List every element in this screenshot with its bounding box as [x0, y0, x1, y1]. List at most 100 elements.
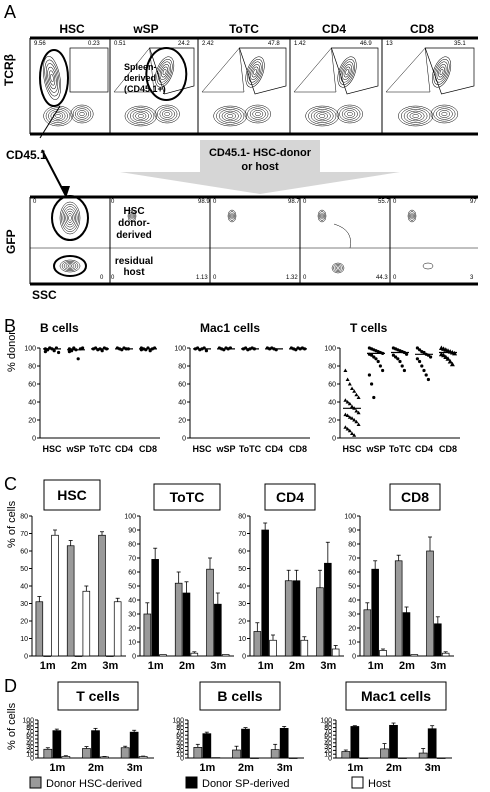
bot-num-1-bl: 0	[111, 275, 115, 281]
bar	[43, 655, 51, 657]
bar-chart-c1: ToTC 0 10 20 30 40 50 60 70 80 90 100 1m 2m 3m	[124, 483, 234, 672]
data-point	[43, 350, 48, 354]
bar	[253, 631, 262, 657]
gfp-neg-cluster-ring	[59, 259, 81, 273]
data-point	[381, 368, 385, 373]
y-tick-label: 30	[128, 612, 136, 619]
gfp-neg-cluster-ring	[61, 260, 79, 272]
y-tick-label: 60	[176, 733, 184, 740]
legend-label: Donor SP-derived	[202, 778, 289, 790]
bar	[151, 559, 159, 657]
legend-swatch	[185, 776, 198, 789]
bot-num-4-bl: 0	[393, 275, 397, 281]
gfp-pos-cluster-ring	[229, 212, 235, 220]
upper-cluster-ring	[47, 66, 57, 90]
y-tick-label: 100	[344, 514, 356, 521]
hsc-label-line1: HSC	[123, 206, 145, 217]
y-tick-label: 30	[20, 601, 28, 608]
data-point	[343, 412, 348, 417]
top-contour-plots	[39, 47, 475, 127]
chart-title: HSC	[57, 487, 87, 503]
y-tick-label: 70	[348, 556, 356, 563]
x-tick-label: 3m	[277, 762, 293, 774]
upper-cluster-ring	[343, 66, 351, 78]
bar	[380, 748, 389, 759]
y-tick-label: 90	[348, 528, 356, 535]
scatter-title: Mac1 cells	[200, 321, 260, 335]
gfp-pos-cluster-ring	[64, 208, 76, 228]
x-tick-label: HSC	[192, 444, 212, 454]
upper-cluster-ring	[438, 66, 445, 78]
x-tick-label: wSP	[65, 444, 85, 454]
y-tick-label: 50	[128, 584, 136, 591]
data-point	[343, 425, 348, 429]
bot-num-3-tl: 0	[303, 199, 307, 205]
bar	[98, 534, 106, 657]
panel-a-letter: A	[4, 2, 17, 22]
gfp-neg-cluster	[422, 262, 434, 270]
y-tick-label: 80	[328, 364, 336, 371]
gfp-pos-cluster-ring	[407, 209, 417, 223]
spleen-derived-label: Spleen- derived (CD45.1+)	[124, 62, 166, 95]
x-tick-label: CD8	[439, 444, 457, 454]
y-tick-label: 80	[26, 725, 34, 732]
x-tick-label: 2m	[289, 660, 305, 672]
bar	[292, 580, 301, 657]
col-header-cd4: CD4	[321, 22, 346, 36]
y-tick-label: 40	[238, 584, 246, 591]
bar	[418, 752, 428, 759]
y-tick-label: 80	[20, 514, 28, 521]
x-tick-label: ToTC	[89, 444, 112, 454]
data-point	[378, 364, 382, 368]
bottom-cluster-ring	[55, 114, 61, 118]
bot-num-1-tr: 98.9	[198, 199, 210, 205]
x-tick-label: wSP	[365, 444, 385, 454]
gfp-neg-cluster-ring	[334, 265, 342, 271]
y-tick-label: 0	[332, 436, 336, 443]
upper-cluster-ring	[247, 59, 264, 85]
x-tick-label: 3m	[320, 660, 336, 672]
bottom-cluster-b-ring	[252, 110, 264, 118]
gfp-axis-label: GFP	[4, 229, 18, 254]
col-header-hsc: HSC	[59, 22, 85, 36]
panel-d-letter: D	[4, 676, 17, 696]
y-tick-label: 0	[242, 654, 246, 661]
y-tick-label: 0	[32, 436, 36, 443]
y-tick-label: 40	[176, 740, 184, 747]
x-tick-label: 2m	[71, 660, 87, 672]
bottom-cluster-b-ring	[164, 111, 170, 117]
y-tick-label: 0	[180, 756, 184, 763]
data-point	[447, 359, 453, 364]
data-point	[356, 422, 361, 426]
y-tick-label: 90	[324, 721, 332, 728]
upper-cluster-ring	[342, 64, 352, 80]
y-tick-label: 60	[238, 549, 246, 556]
bottom-cluster-ring	[129, 109, 152, 123]
bar	[284, 580, 293, 657]
top-num-totc-right: 47.8	[268, 41, 280, 47]
bot-num-4-tr: 97	[470, 199, 477, 205]
y-tick-label: 20	[26, 748, 34, 755]
data-point	[426, 377, 430, 382]
bar	[214, 603, 222, 657]
bar	[91, 730, 100, 759]
upper-cluster-ring	[48, 70, 56, 86]
gfp-pos-cluster-ring	[65, 210, 75, 226]
scatter-chart-2: T cells 0 20 40 60 80 100 HSC wSP ToTC CD4 CD8	[324, 321, 460, 454]
bar	[250, 757, 259, 759]
chart-title-box	[264, 483, 316, 511]
upper-cluster-ring	[162, 69, 167, 75]
legend-swatch	[29, 776, 42, 789]
y-tick-label: 100	[172, 718, 184, 725]
data-point	[352, 433, 357, 437]
x-tick-label: 3m	[430, 660, 446, 672]
gfp-pos-cluster-ring	[409, 212, 415, 220]
gate-polygon-left	[201, 47, 245, 93]
upper-cluster-ring	[435, 61, 448, 83]
y-tick-label: 60	[324, 733, 332, 740]
data-point	[81, 346, 85, 350]
upper-cluster-ring	[340, 61, 354, 83]
chart-title-box	[43, 479, 101, 511]
